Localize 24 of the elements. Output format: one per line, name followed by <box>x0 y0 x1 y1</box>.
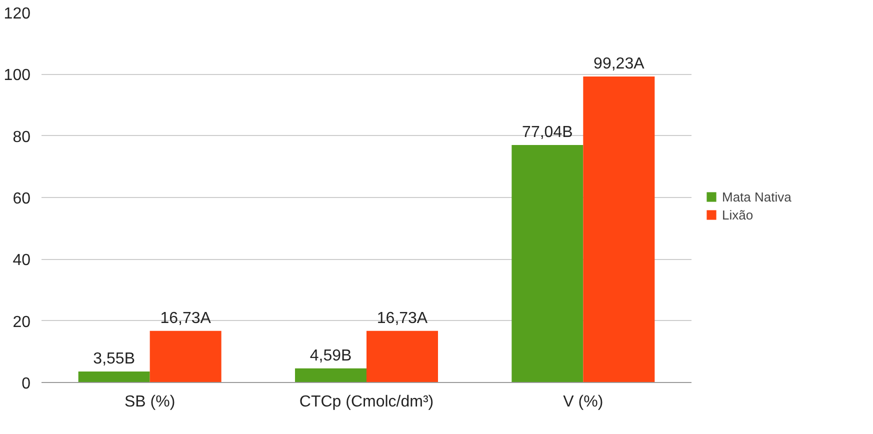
bar <box>512 144 584 382</box>
bar <box>78 372 150 382</box>
y-tick-label: 20 <box>12 314 31 331</box>
x-tick-label: SB (%) <box>124 394 176 410</box>
x-tick-label: V (%) <box>563 394 604 410</box>
y-tick-label: 120 <box>4 6 31 22</box>
y-tick-label: 80 <box>12 128 31 146</box>
x-tick-label: CTCp (Cmolc/dm³) <box>299 394 434 410</box>
data-label: 16,73A <box>160 310 212 327</box>
data-label: 16,73A <box>376 310 428 327</box>
data-label: 4,59B <box>310 347 352 364</box>
data-label: 77,04B <box>522 124 573 141</box>
y-tick-label: 0 <box>22 376 31 392</box>
y-tick-label: 40 <box>12 252 31 270</box>
legend-label: Mata Nativa <box>722 189 792 204</box>
legend-label: Lixão <box>722 207 754 222</box>
data-label: 99,23A <box>594 56 645 73</box>
y-tick-label: 60 <box>12 190 31 208</box>
y-tick-label: 100 <box>4 67 31 84</box>
bar <box>295 368 366 382</box>
bar <box>150 330 222 382</box>
bar <box>366 330 438 382</box>
bar <box>583 76 655 382</box>
data-label: 3,55B <box>93 350 135 368</box>
